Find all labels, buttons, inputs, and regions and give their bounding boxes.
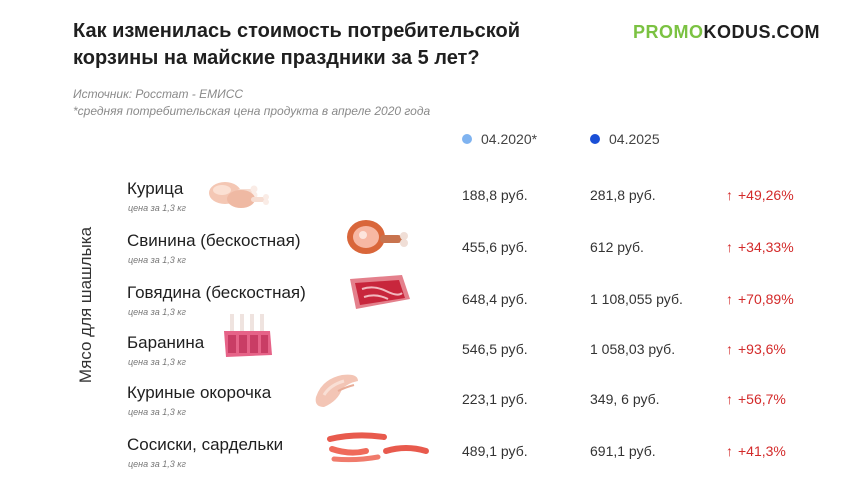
table-row: Курица цена за 1,3 кг 188,8 руб. 281,8 р… (0, 179, 867, 229)
price-change: ↑ +70,89% (726, 291, 794, 307)
ham-icon (347, 220, 408, 254)
arrow-up-icon: ↑ (726, 239, 733, 255)
price-change: ↑ +56,7% (726, 391, 786, 407)
chicken-wing-icon (315, 374, 358, 407)
price-2020: 546,5 руб. (462, 341, 528, 357)
table-row: Сосиски, сардельки цена за 1,3 кг 489,1 … (0, 432, 867, 485)
arrow-up-icon: ↑ (726, 187, 733, 203)
product-name: Свинина (бескостная) (127, 231, 301, 250)
product-name: Курица (127, 179, 184, 198)
product-unit: цена за 1,3 кг (128, 255, 186, 265)
price-2025: 281,8 руб. (590, 187, 656, 203)
promokodus-logo[interactable]: PROMOKODUS.COM (633, 22, 820, 43)
product-unit: цена за 1,3 кг (128, 307, 186, 317)
table-row: Баранина цена за 1,3 кг 546,5 руб. 1 058… (0, 314, 867, 383)
price-change: ↑ +49,26% (726, 187, 794, 203)
product-unit: цена за 1,3 кг (128, 459, 186, 469)
product-name: Говядина (бескостная) (127, 283, 306, 302)
arrow-up-icon: ↑ (726, 291, 733, 307)
arrow-up-icon: ↑ (726, 443, 733, 459)
product-unit: цена за 1,3 кг (128, 357, 186, 367)
legend-item-2020: 04.2020* (462, 131, 537, 147)
price-2025: 349, 6 руб. (590, 391, 660, 407)
price-2025: 612 руб. (590, 239, 644, 255)
arrow-up-icon: ↑ (726, 341, 733, 357)
logo-part-kodus: KODUS.COM (703, 22, 821, 42)
price-change: ↑ +34,33% (726, 239, 794, 255)
arrow-up-icon: ↑ (726, 391, 733, 407)
product-unit: цена за 1,3 кг (128, 203, 186, 213)
price-2025: 1 058,03 руб. (590, 341, 676, 357)
legend-dot-2020 (462, 134, 472, 144)
table-row: Куриные окорочка цена за 1,3 кг 223,1 ру… (0, 374, 867, 433)
steak-icon (350, 275, 410, 309)
price-2025: 1 108,055 руб. (590, 291, 683, 307)
product-unit: цена за 1,3 кг (128, 407, 186, 417)
legend-label-2020: 04.2020* (481, 131, 538, 147)
price-2020: 455,6 руб. (462, 239, 528, 255)
product-name: Баранина (127, 333, 205, 352)
price-change: ↑ +41,3% (726, 443, 786, 459)
price-2020: 489,1 руб. (462, 443, 528, 459)
price-2020: 648,4 руб. (462, 291, 528, 307)
price-change: ↑ +93,6% (726, 341, 786, 357)
sausages-icon (327, 432, 429, 463)
product-name: Сосиски, сардельки (127, 435, 284, 454)
price-2025: 691,1 руб. (590, 443, 656, 459)
legend-dot-2025 (590, 134, 600, 144)
legend-item-2025: 04.2025 (590, 131, 660, 147)
price-2020: 223,1 руб. (462, 391, 528, 407)
page-title: Как изменилась стоимость потребительской… (73, 20, 521, 69)
table-row: Говядина (бескостная) цена за 1,3 кг 648… (0, 275, 867, 333)
logo-part-promo: PROMO (633, 22, 704, 42)
lamb-ribs-icon (224, 314, 272, 357)
legend-label-2025: 04.2025 (609, 131, 660, 147)
price-2020: 188,8 руб. (462, 187, 528, 203)
table-row: Свинина (бескостная) цена за 1,3 кг 455,… (0, 220, 867, 281)
chicken-legs-icon (209, 182, 269, 208)
footnote: *средняя потребительская цена продукта в… (73, 104, 431, 118)
product-name: Куриные окорочка (127, 383, 272, 402)
source-note: Источник: Росстат - ЕМИСС (73, 87, 244, 101)
